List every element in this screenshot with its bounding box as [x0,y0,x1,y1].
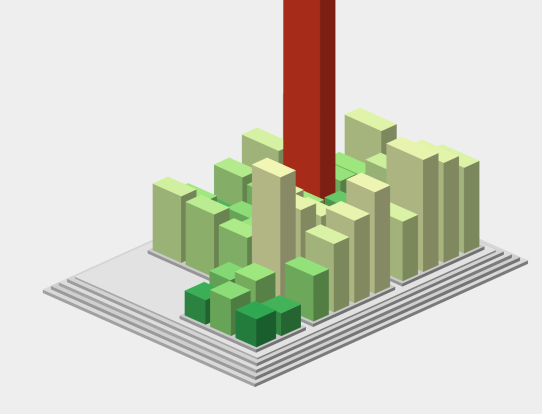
bar-g1-1 [235,301,277,348]
bar-g2-2-top-face [305,224,350,245]
bar-g2-4-top-face [346,172,391,193]
bar-g3-4-right-face [464,160,480,254]
bar-g2-4-right-face [374,185,391,294]
bar-g2-2-right-face [333,236,350,313]
bar-g2-13-top-face [185,194,230,215]
bar-g2-13-left-face [185,201,215,278]
bar-g3-2-top-face [386,136,439,161]
bar-g3-1-right-face [402,214,418,282]
bar-g2-5-top-face [251,157,296,178]
bar-g2-3-top-face [325,200,370,221]
bar-g2-3-right-face [354,213,370,304]
bar-g2-17-left-face [152,183,182,263]
bar-g3-2-right-face [423,152,439,272]
bar-g1-3-top-face [210,280,251,300]
bar-g2-1-right-face [313,268,329,322]
bar-g1-4-top-face [234,262,276,282]
bar-g3-3-right-face [443,155,459,263]
bar-g2-1-top-face [284,256,329,276]
bars-layer [152,0,480,348]
bar-g2-17-top-face [152,176,197,197]
bar-g3-12-top-face [344,107,397,132]
bar-g1-1-top-face [235,301,277,320]
